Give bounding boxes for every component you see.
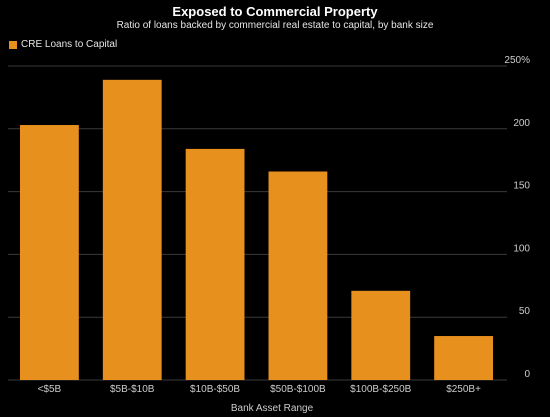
x-tick-label: $50B-$100B [270,384,326,395]
chart-title: Exposed to Commercial Property [172,4,378,19]
x-tick-label: <$5B [38,384,62,395]
y-tick-label: 250% [504,55,530,66]
bar [185,148,245,380]
y-tick-label: 50 [519,306,531,317]
x-axis-title: Bank Asset Range [231,403,314,414]
x-tick-label: $10B-$50B [190,384,240,395]
chart-subtitle: Ratio of loans backed by commercial real… [116,20,434,31]
x-tick-labels: <$5B $5B-$10B $10B-$50B $50B-$100B $100B-$25… [38,384,482,395]
bar [20,125,79,380]
y-tick-label: 200 [513,118,530,129]
bars [20,79,493,380]
bar [102,79,162,380]
x-tick-label: $5B-$10B [110,384,155,395]
x-tick-label: $250B+ [446,384,481,395]
legend-label: CRE Loans to Capital [21,39,118,50]
y-tick-labels: 0 50 100 150 200 250% [504,55,530,380]
legend: CRE Loans to Capital [9,39,117,50]
bar [434,336,493,380]
y-tick-label: 100 [513,243,530,254]
bar [351,290,411,380]
bar [268,171,328,380]
legend-swatch [9,40,17,49]
y-tick-label: 0 [524,369,530,380]
x-tick-label: $100B-$250B [350,384,411,395]
gridlines [8,65,507,381]
y-tick-label: 150 [513,181,530,192]
